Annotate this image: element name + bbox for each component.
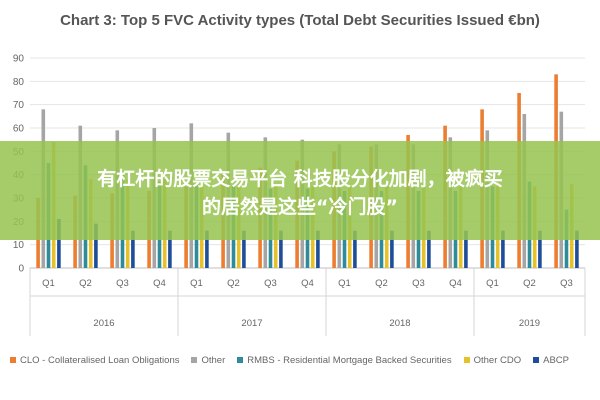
bar	[501, 230, 505, 268]
x-tick-label: Q2	[523, 278, 536, 289]
promo-line-2: 的居然是这些“冷门股”	[202, 196, 398, 218]
x-tick-label: Q4	[153, 278, 166, 289]
legend-swatch	[10, 357, 16, 363]
bar	[575, 230, 579, 268]
bar	[131, 230, 135, 268]
y-tick-label: 0	[18, 264, 24, 275]
y-tick-label: 10	[13, 240, 25, 251]
y-tick-label: 70	[13, 100, 25, 111]
legend-item: Other	[191, 355, 225, 366]
x-group-label: 2016	[93, 318, 114, 329]
bar	[279, 230, 283, 268]
bar	[538, 230, 542, 268]
promo-banner-text[interactable]: 有杠杆的股票交易平台 科技股分化加剧，被疯买 的居然是这些“冷门股”	[0, 165, 600, 221]
x-tick-label: Q2	[375, 278, 388, 289]
legend-label: Other CDO	[473, 354, 522, 366]
y-tick-label: 60	[13, 124, 25, 135]
legend-label: RMBS - Residential Mortgage Backed Secur…	[247, 354, 452, 366]
x-group-label: 2017	[241, 318, 262, 329]
x-tick-label: Q2	[227, 278, 240, 289]
legend-item: RMBS - Residential Mortgage Backed Secur…	[237, 354, 452, 366]
chart-title: Chart 3: Top 5 FVC Activity types (Total…	[60, 12, 540, 29]
bar	[168, 230, 172, 268]
legend-swatch	[191, 357, 198, 363]
y-tick-label: 90	[13, 54, 25, 65]
legend-swatch	[463, 357, 470, 363]
legend-label: ABCP	[543, 354, 569, 366]
bar	[316, 230, 320, 268]
y-tick-label: 80	[13, 77, 25, 88]
legend-swatch	[533, 357, 540, 363]
x-tick-label: Q3	[560, 278, 573, 289]
bar	[427, 230, 431, 268]
x-tick-label: Q3	[264, 278, 277, 289]
bar	[242, 230, 246, 268]
legend-swatch	[237, 357, 244, 363]
x-tick-label: Q3	[412, 278, 425, 289]
x-tick-label: Q4	[301, 278, 314, 289]
promo-banner[interactable]	[0, 141, 600, 240]
bar	[205, 230, 209, 268]
x-tick-label: Q1	[190, 278, 203, 289]
legend-item: ABCP	[533, 355, 569, 366]
bar	[464, 230, 468, 268]
legend-label: Other	[201, 354, 226, 366]
x-tick-label: Q1	[338, 278, 351, 289]
x-axis: Q1 Q2 Q3 Q4 Q1 Q2 Q3 Q4 Q1 Q2 Q3 Q4 Q1 Q2 Q3 2016 2017 20…	[29, 268, 586, 336]
promo-line-1: 有杠杆的股票交易平台 科技股分化加剧，被疯买	[97, 168, 503, 190]
chart-legend: CLO - Collateralised Loan Obligations Oth…	[10, 352, 600, 368]
legend-label: CLO - Collateralised Loan Obligations	[20, 354, 180, 366]
x-tick-label: Q1	[42, 278, 55, 289]
x-group-label: 2018	[389, 318, 410, 329]
x-tick-label: Q1	[486, 278, 499, 289]
legend-item: CLO - Collateralised Loan Obligations	[10, 355, 179, 366]
bar	[94, 223, 98, 268]
bar	[57, 219, 61, 268]
x-group-label: 2019	[519, 318, 540, 329]
legend-item: Other CDO	[463, 354, 522, 366]
x-tick-label: Q2	[79, 278, 92, 289]
x-tick-label: Q4	[449, 278, 462, 289]
bar	[390, 230, 394, 268]
bar	[353, 230, 357, 268]
x-tick-label: Q3	[116, 278, 129, 289]
